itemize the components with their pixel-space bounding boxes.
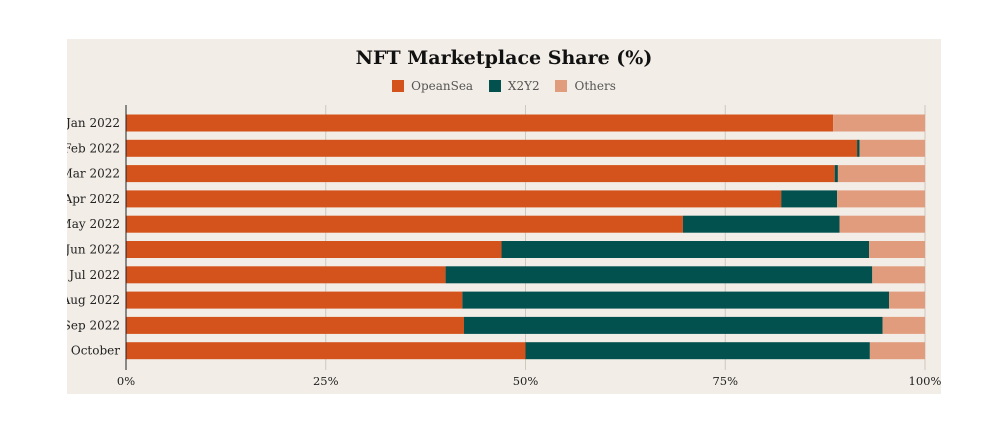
x-tick-label-3: 75% <box>712 374 738 388</box>
y-tick-label-1: Feb 2022 <box>67 141 120 155</box>
chart-plot: Jan 2022 Feb 2022 Mar 2022 Apr 2022 May 2022… <box>67 105 941 388</box>
legend-label-others: Others <box>574 79 616 93</box>
bar-others-3[interactable] <box>837 190 925 208</box>
x-tick-label-4: 100% <box>909 374 941 388</box>
bar-opeansea-6[interactable] <box>126 266 446 284</box>
bar-x2y2-9[interactable] <box>525 342 870 360</box>
bar-others-9[interactable] <box>869 342 925 360</box>
legend-item-x2y2[interactable]: X2Y2 <box>488 79 540 93</box>
x-tick-label-1: 25% <box>313 374 339 388</box>
chart-panel: NFT Marketplace Share (%) OpeanSea X2Y2 … <box>67 39 941 394</box>
bar-opeansea-1[interactable] <box>126 139 858 157</box>
legend-item-others[interactable]: Others <box>555 79 616 93</box>
y-tick-label-3: Apr 2022 <box>67 192 120 206</box>
y-tick-label-4: May 2022 <box>67 217 120 231</box>
y-tick-label-0: Jan 2022 <box>67 116 120 130</box>
legend-swatch-opeansea <box>392 80 405 92</box>
bar-x2y2-5[interactable] <box>501 241 870 258</box>
bar-x2y2-6[interactable] <box>445 266 873 284</box>
legend-label-opeansea: OpeanSea <box>411 79 474 93</box>
y-tick-label-7: Aug 2022 <box>67 293 120 307</box>
legend: OpeanSea X2Y2 Others <box>67 79 941 95</box>
bar-x2y2-1[interactable] <box>857 139 860 157</box>
x-tick-label-2: 50% <box>513 374 539 388</box>
x-tick-label-0: 0% <box>117 374 135 388</box>
y-tick-label-5: Jun 2022 <box>67 243 120 257</box>
legend-swatch-others <box>555 80 568 92</box>
bar-x2y2-8[interactable] <box>463 316 883 334</box>
legend-swatch-x2y2 <box>488 80 501 92</box>
bar-opeansea-7[interactable] <box>126 291 463 309</box>
bar-others-2[interactable] <box>837 165 925 183</box>
bar-opeansea-8[interactable] <box>126 316 464 334</box>
legend-label-x2y2: X2Y2 <box>507 79 540 93</box>
bar-opeansea-9[interactable] <box>126 342 526 360</box>
bar-opeansea-2[interactable] <box>126 165 835 183</box>
bar-opeansea-5[interactable] <box>126 241 502 258</box>
y-tick-label-6: Jul 2022 <box>67 268 120 282</box>
bar-others-1[interactable] <box>859 139 925 157</box>
legend-item-opeansea[interactable]: OpeanSea <box>392 79 473 93</box>
y-tick-label-9: October <box>71 344 120 358</box>
bar-others-8[interactable] <box>882 316 925 334</box>
bar-x2y2-3[interactable] <box>781 190 838 208</box>
y-tick-label-8: Sep 2022 <box>67 318 120 332</box>
bar-others-4[interactable] <box>839 215 925 233</box>
bar-opeansea-0[interactable] <box>126 114 834 132</box>
bar-x2y2-4[interactable] <box>682 215 840 233</box>
bar-others-5[interactable] <box>869 241 925 258</box>
bar-others-6[interactable] <box>872 266 925 284</box>
bar-x2y2-2[interactable] <box>834 165 838 183</box>
y-tick-label-2: Mar 2022 <box>67 167 120 181</box>
bar-x2y2-7[interactable] <box>462 291 890 309</box>
chart-title: NFT Marketplace Share (%) <box>355 47 653 69</box>
bar-others-7[interactable] <box>889 291 925 309</box>
bar-others-0[interactable] <box>833 114 925 132</box>
bar-opeansea-4[interactable] <box>126 215 683 233</box>
bar-opeansea-3[interactable] <box>126 190 782 208</box>
